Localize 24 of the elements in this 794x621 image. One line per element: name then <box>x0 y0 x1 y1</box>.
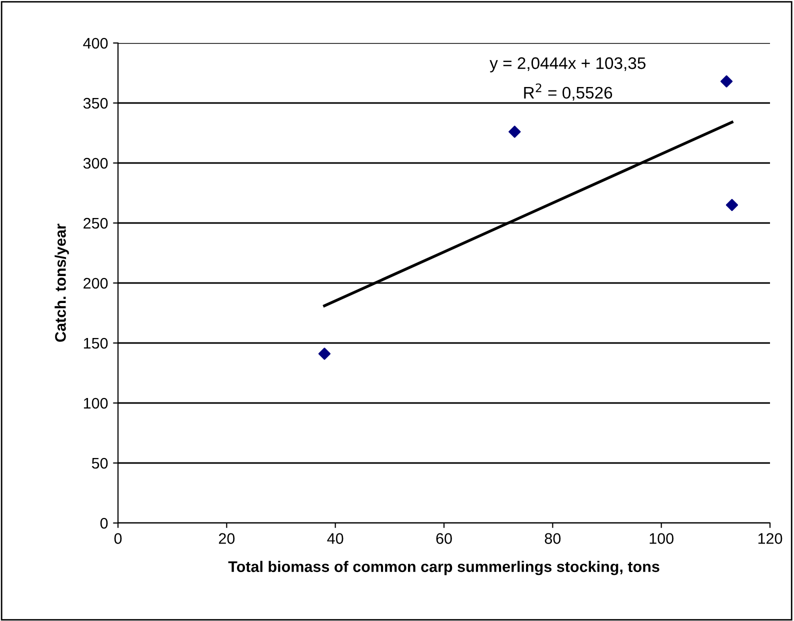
x-tick-label: 60 <box>436 533 452 544</box>
point <box>318 348 331 360</box>
x-axis-title: Total biomass of common carp summerlings stocking, tons <box>228 560 660 576</box>
x-tick-label: 80 <box>544 533 561 544</box>
x-tick-label: 120 <box>758 533 782 544</box>
y-tick-label: 100 <box>84 398 108 409</box>
y-tick-label: 400 <box>83 38 108 49</box>
y-tick-label: 350 <box>83 98 108 109</box>
x-tick-label: 0 <box>114 533 122 544</box>
annotation: R$^{2}$ = 0,5526 <box>524 83 612 101</box>
point <box>508 126 521 138</box>
y-tick-label: 0 <box>100 518 108 529</box>
y-tick-label: 250 <box>84 218 108 229</box>
point <box>726 198 738 212</box>
x-tick-label: 100 <box>650 533 674 544</box>
y-tick-label: 150 <box>84 338 108 349</box>
y-tick-label: 50 <box>92 458 108 469</box>
point <box>720 75 733 88</box>
x-tick-label: 40 <box>327 533 344 544</box>
y-tick-label: 300 <box>83 158 108 169</box>
y-tick-label: 200 <box>84 278 108 289</box>
annotation: y = 2,0444x + 103,35 <box>490 57 646 72</box>
x-tick-label: 20 <box>218 533 235 544</box>
y-axis-title: Catch. tons/year <box>54 224 69 342</box>
